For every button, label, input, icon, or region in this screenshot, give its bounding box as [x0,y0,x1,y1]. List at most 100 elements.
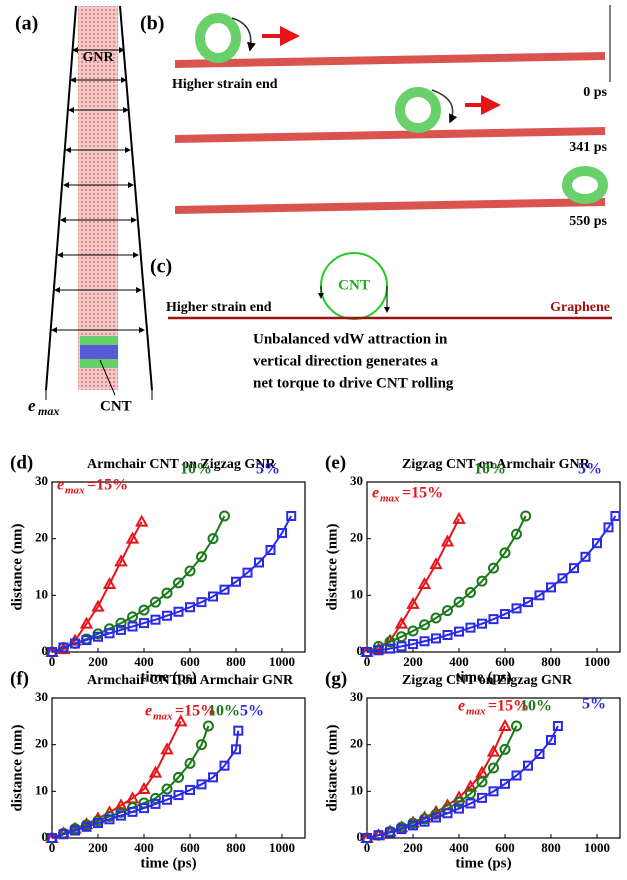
e-subscript: max [38,404,59,418]
cnt-label: CNT [338,277,370,293]
marker-square [557,573,568,584]
series-label: 10% [520,698,552,715]
marker-circle [127,611,138,623]
e-symbol: e [57,477,64,494]
gnr-ribbon [175,198,605,214]
marker-triangle [174,714,188,727]
marker-square [58,829,69,840]
marker-square [277,528,287,538]
marker-circle [219,510,230,522]
marker-triangle [137,781,151,794]
marker-square [254,557,264,568]
marker-circle [407,625,419,637]
graphene-label: Graphene [550,300,610,315]
plot-frame [366,697,621,839]
marker-square [442,630,453,640]
marker-triangle [406,596,420,609]
marker-square [150,798,161,809]
y-tick-label: 30 [350,473,363,488]
marker-circle [196,739,207,751]
y-tick-label: 10 [35,782,48,797]
y-tick-label: 30 [35,473,48,488]
x-tick-label: 1000 [269,840,295,855]
marker-square [196,779,207,790]
strain-arrows [51,47,145,333]
time-label: 550 ps [569,214,607,229]
x-tick-label: 400 [449,654,469,669]
cnt [195,13,241,63]
series-line [366,725,559,839]
marker-square [385,827,395,838]
marker-square [173,790,184,801]
marker-square [488,614,499,625]
panel-label: (a) [15,13,38,35]
cnt [395,87,441,133]
marker-square [534,590,545,601]
e-subscript: max [380,493,400,505]
marker-square [592,538,602,549]
x-tick-label: 200 [403,654,423,669]
marker-triangle [452,511,466,524]
x-tick-label: 400 [449,840,469,855]
marker-square [603,522,614,533]
marker-circle [150,792,161,804]
y-axis-label: distance (nm) [324,724,340,811]
y-tick-label: 20 [350,736,363,751]
marker-square [93,818,103,829]
y-tick-label: 20 [35,736,48,751]
strain-end-label: Higher strain end [166,300,272,315]
marker-square [104,814,115,825]
marker-square [362,647,372,657]
marker-square [196,597,207,608]
series-line [51,515,293,653]
rotation-arrow [431,89,458,124]
marker-triangle [102,576,117,589]
marker-square [81,821,92,832]
marker-square [127,806,138,817]
marker-square [373,830,384,841]
marker-square [488,786,499,797]
x-tick-label: 200 [88,654,108,669]
series-label: =15% [87,477,128,494]
series-line [51,515,226,653]
marker-square [127,621,138,632]
marker-circle [430,612,442,624]
x-tick-label: 400 [134,840,154,855]
time-label: 341 ps [569,140,607,155]
series-line [366,515,617,653]
panel-label: (d) [10,452,33,473]
marker-circle [207,533,219,545]
y-axis-label: distance (nm) [9,523,25,610]
cnt-label: CNT [100,398,132,414]
x-tick-label: 800 [226,654,246,669]
x-axis-label: time (ps) [455,669,511,685]
series-line [51,725,210,839]
marker-triangle [429,557,443,570]
e-subscript: max [65,485,85,497]
x-tick-label: 200 [403,840,423,855]
x-tick-label: 1000 [584,840,610,855]
series-label: 5% [240,703,264,720]
y-tick-label: 10 [350,782,363,797]
marker-square [219,584,230,595]
marker-circle [384,636,396,648]
marker-square [208,772,218,783]
marker-triangle [160,742,174,755]
y-tick-label: 30 [350,689,363,704]
marker-circle [138,604,150,616]
marker-circle [396,631,407,643]
panel-b: (b) Higher strain end 0 ps 341 ps 550 ps [140,5,611,229]
x-tick-label: 0 [49,654,56,669]
marker-triangle [114,554,128,567]
y-tick-label: 10 [35,586,48,601]
marker-square [139,803,149,814]
time-label: 0 ps [583,85,607,100]
x-tick-label: 800 [541,840,561,855]
marker-square [610,511,621,521]
marker-square [396,641,407,652]
marker-triangle [486,744,501,757]
marker-triangle [498,718,512,731]
marker-triangle [79,616,94,629]
